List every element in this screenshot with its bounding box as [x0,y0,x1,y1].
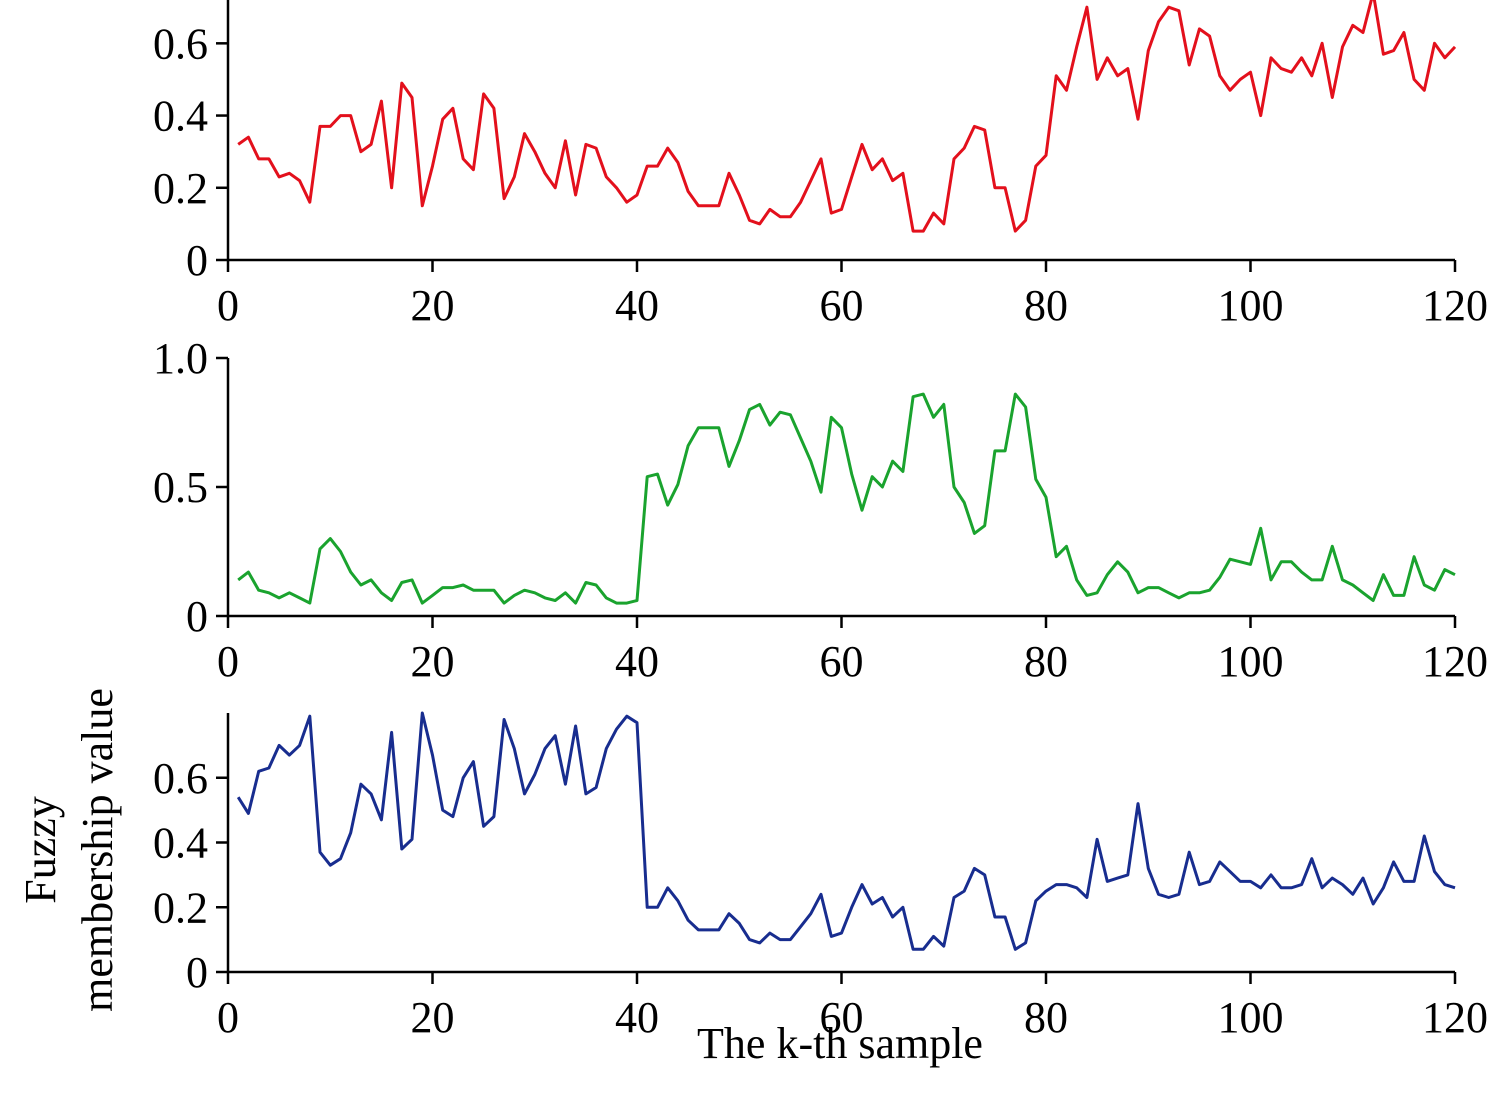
x-tick-label: 20 [411,637,455,686]
x-tick-label: 0 [217,637,239,686]
x-tick-label: 0 [217,281,239,330]
series-line-panel-3 [236,711,1456,951]
y-tick-label: 0.2 [153,883,208,932]
y-tick-label: 0 [186,948,208,997]
x-tick-label: 60 [820,281,864,330]
y-axis-title: Fuzzy membership value [16,688,122,1012]
y-tick-label: 0.6 [153,754,208,803]
x-tick-label: 60 [820,637,864,686]
x-tick-label: 100 [1218,637,1284,686]
y-tick-label: 0 [186,236,208,285]
panel-2: 0 0.5 1.0 0 20 40 60 80 100 120 [153,334,1488,686]
x-tick-label: 80 [1024,993,1068,1042]
y-tick-label: 0.4 [153,92,208,141]
y-tick-label: 1.0 [153,334,208,383]
y-tick-label: 0.2 [153,164,208,213]
x-tick-label: 0 [217,993,239,1042]
x-tick-label: 40 [615,637,659,686]
panel-1: 0 0.2 0.4 0.6 0 20 40 60 80 100 120 [153,0,1488,330]
x-tick-label: 120 [1422,993,1488,1042]
series-line-panel-1 [237,0,1457,233]
y-tick-label: 0.4 [153,819,208,868]
y-axis-title-line1: Fuzzy [16,796,65,904]
x-tick-label: 20 [411,281,455,330]
y-tick-label: 0.6 [153,19,208,68]
x-tick-label: 100 [1218,281,1284,330]
x-tick-label: 80 [1024,637,1068,686]
x-tick-label: 20 [411,993,455,1042]
y-axis-title-line2: membership value [73,688,122,1012]
x-tick-label: 40 [615,993,659,1042]
y-tick-label: 0 [186,592,208,641]
x-tick-label: 120 [1422,637,1488,686]
panel-3: 0 0.2 0.4 0.6 0 20 40 60 80 100 120 [153,711,1488,1042]
x-tick-label: 100 [1218,993,1284,1042]
series-line-panel-2 [237,392,1456,605]
y-tick-label: 0.5 [153,463,208,512]
x-tick-label: 60 [820,993,864,1042]
x-tick-label: 120 [1422,281,1488,330]
x-axis-title: The k-th sample [697,1019,983,1068]
x-tick-label: 80 [1024,281,1068,330]
x-tick-label: 40 [615,281,659,330]
